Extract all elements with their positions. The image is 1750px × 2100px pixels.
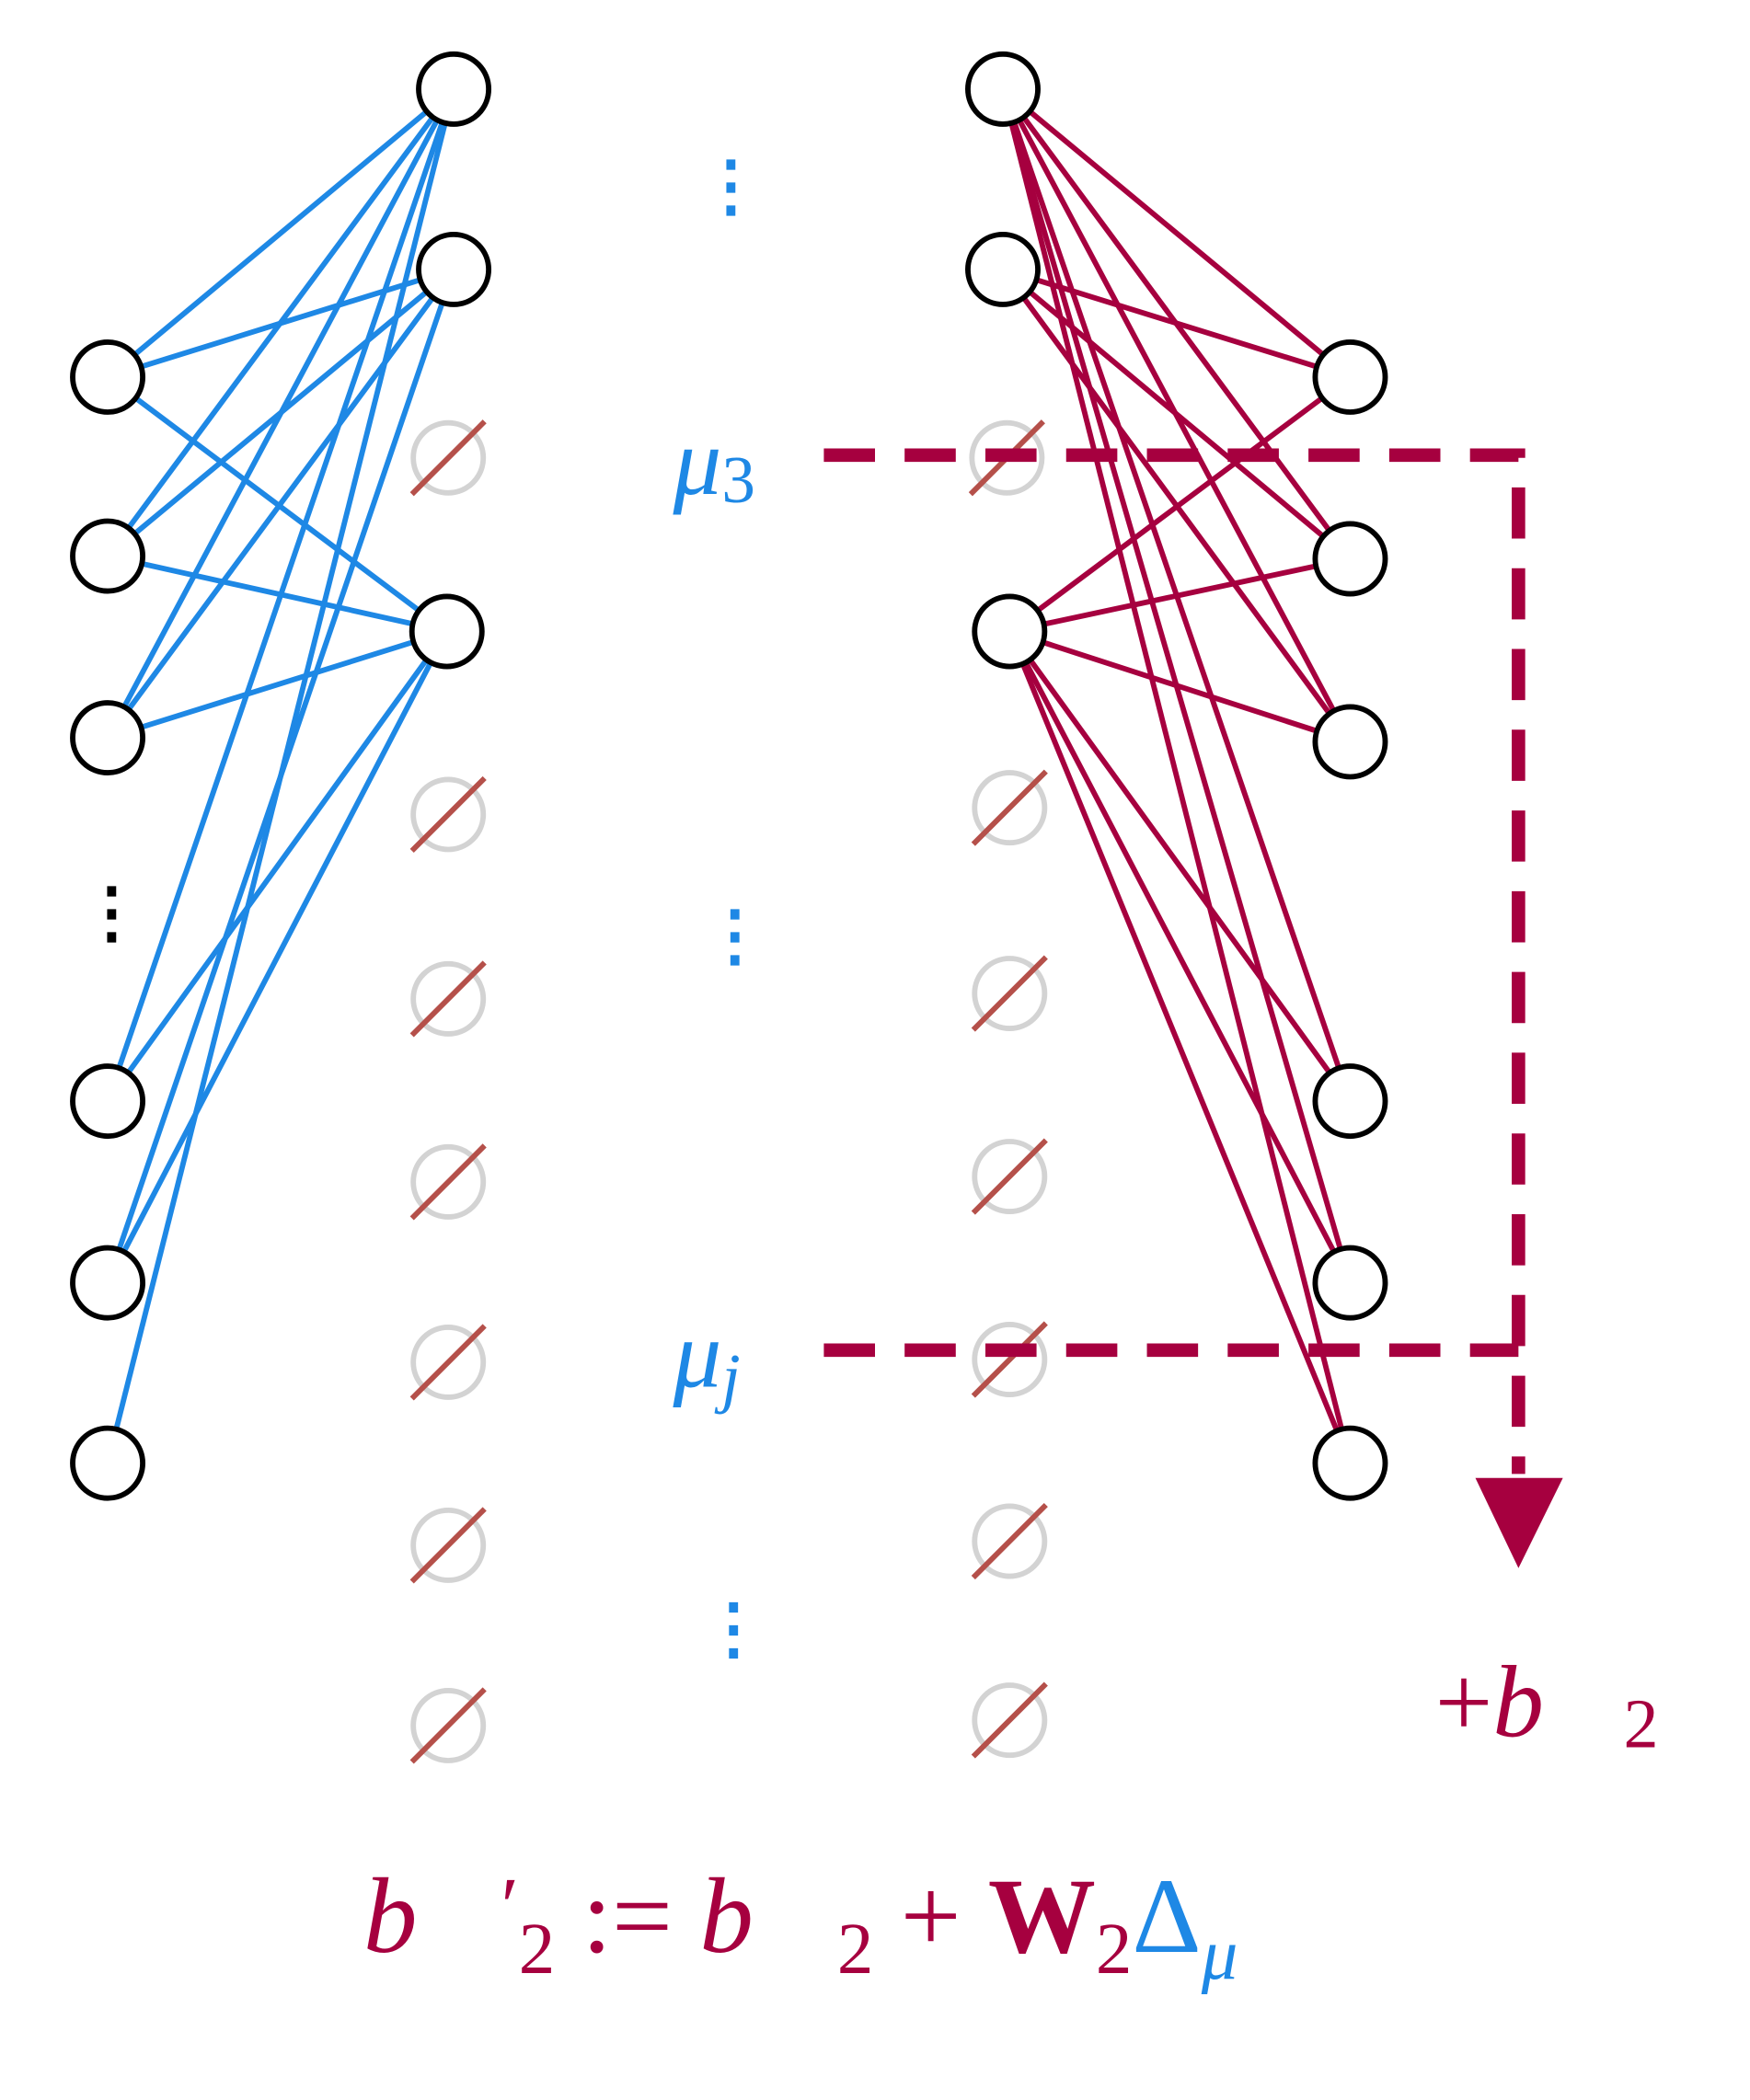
- dropped-node: [409, 960, 487, 1038]
- dashed-path: [823, 448, 1525, 1475]
- formula: b⃗′2 := b⃗2 + W2Δμ: [363, 1857, 1238, 1995]
- dropped-node: [409, 1324, 487, 1401]
- ellipsis: ⋮: [701, 899, 768, 973]
- arrowhead: [1475, 1477, 1563, 1568]
- dropped-node: [971, 955, 1048, 1032]
- blue-edges: [105, 86, 456, 1464]
- plus: +: [1435, 1647, 1493, 1760]
- ellipsis: ⋮: [700, 1591, 767, 1666]
- f: W: [988, 1857, 1096, 1976]
- f: μ: [1201, 1915, 1238, 1995]
- mu-3-label: μ3: [673, 407, 755, 517]
- f: Δ: [1132, 1857, 1201, 1976]
- symbol: μ: [673, 1300, 722, 1407]
- ellipsis: ⋮: [78, 876, 145, 950]
- f: :=: [555, 1857, 699, 1976]
- dropped-node: [971, 1321, 1048, 1398]
- ellipsis: ⋮: [697, 149, 765, 224]
- f: 2: [837, 1910, 874, 1990]
- dropped-node: [409, 419, 487, 497]
- dropped-node: [409, 1143, 487, 1221]
- f: 2: [1096, 1910, 1133, 1990]
- dropped-node: [971, 769, 1048, 846]
- bias-label: +b⃗2: [1435, 1647, 1659, 1763]
- dropped-node: [409, 1507, 487, 1584]
- subscript: 3: [721, 442, 755, 517]
- f: ′: [501, 1861, 519, 1950]
- red-edges: [1000, 86, 1353, 1464]
- dropped-node: [409, 775, 487, 854]
- f: 2: [519, 1910, 556, 1990]
- f: b⃗: [699, 1857, 837, 1976]
- symbol: b⃗: [1492, 1647, 1623, 1760]
- mu-j-label: μj: [673, 1300, 741, 1415]
- symbol: μ: [673, 407, 722, 515]
- nodes: [70, 51, 1388, 1501]
- f: +: [873, 1857, 988, 1976]
- dropped-node: [971, 1138, 1048, 1215]
- dropped-node: [971, 1681, 1048, 1759]
- dropped-node: [409, 1687, 487, 1764]
- f: b⃗: [363, 1857, 501, 1976]
- dropped-node: [971, 1502, 1048, 1580]
- dropped-nodes: [409, 419, 1048, 1764]
- subscript: 2: [1623, 1685, 1658, 1762]
